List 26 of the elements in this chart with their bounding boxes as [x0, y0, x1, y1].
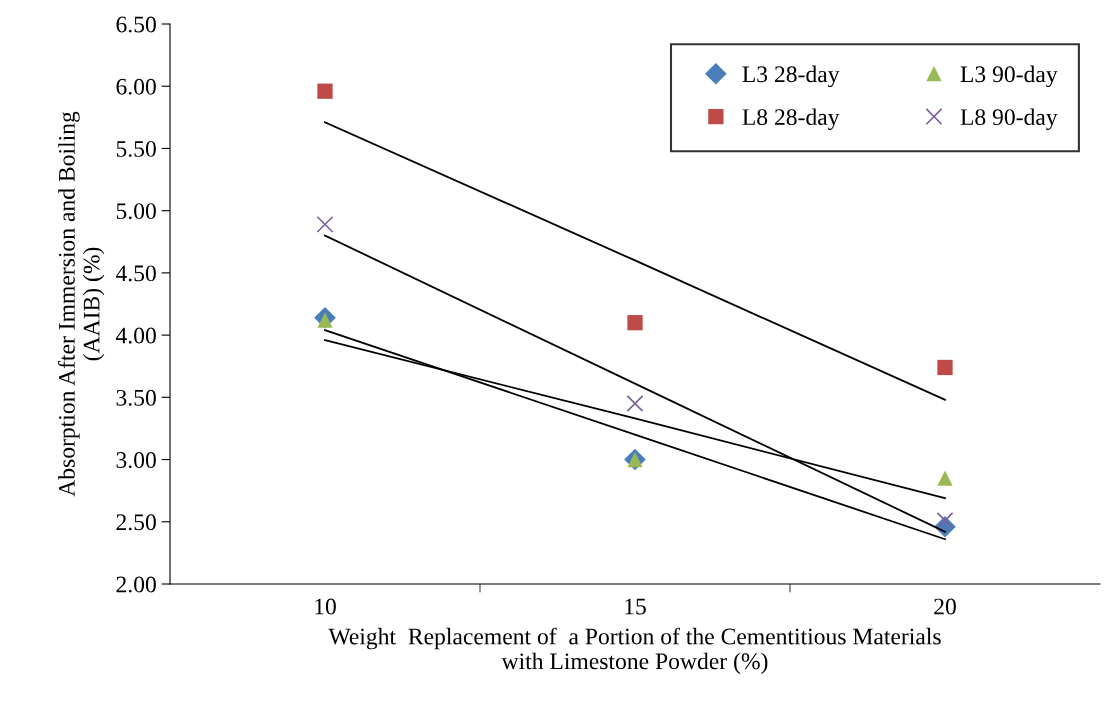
point: [936, 512, 954, 530]
x-tick-label: 10: [315, 598, 336, 615]
point: [627, 315, 643, 331]
legend-label: L3 28-day: [742, 65, 840, 88]
legend-label: L3 90-day: [960, 65, 1058, 88]
legend-label: L8 90-day: [960, 108, 1058, 130]
y-tick-label: 3.50: [116, 389, 156, 406]
y-tick-label: 4.50: [115, 265, 156, 282]
point: [316, 215, 334, 233]
y-tick-label: 4.00: [115, 327, 156, 344]
y-tick-label: 5.50: [116, 140, 156, 157]
point: [317, 83, 333, 99]
point: [937, 470, 953, 486]
x-tick-label: 20: [934, 598, 956, 615]
y-tick-label: 2.00: [116, 576, 156, 593]
point: [626, 395, 644, 413]
point: [937, 359, 953, 376]
legend-label: L8 28-day: [742, 108, 840, 130]
y-tick-label: 2.50: [116, 514, 156, 531]
x-tick-label: 15: [625, 598, 646, 615]
y-tick-label: 5.00: [116, 203, 156, 220]
y-tick-label: 3.00: [116, 452, 156, 469]
y-tick-label: 6.50: [116, 16, 156, 33]
y-tick-label: 6.00: [116, 78, 156, 95]
y-axis-title: Absorption After Immersion and Boiling (AAIB) (%): [57, 111, 105, 497]
x-axis-title: Weight Replacement of a Portion of the Cementitious Materials with Limestone Powder (%): [328, 627, 941, 675]
